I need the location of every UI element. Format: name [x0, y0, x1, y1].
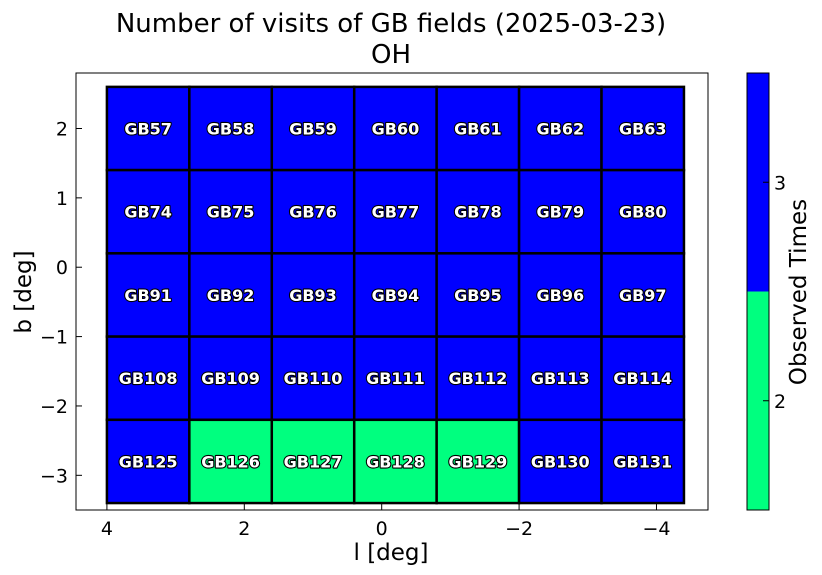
x-tick-label: 4: [101, 518, 113, 540]
field-label: GB62: [537, 119, 585, 138]
field-label: GB110: [284, 369, 343, 388]
field-cell: [188, 418, 274, 505]
field-cell: [600, 335, 686, 422]
y-tick-label: −3: [40, 465, 68, 487]
field-cell: [352, 168, 438, 255]
field-label: GB77: [372, 203, 420, 222]
field-cell: [600, 418, 686, 505]
x-axis-label: l [deg]: [354, 540, 429, 566]
y-tick-label: 2: [56, 118, 68, 140]
field-label: GB97: [619, 286, 667, 305]
y-axis-ticks: 2 1 0 −1 −2 −3: [40, 118, 82, 487]
field-cell: [435, 85, 521, 172]
field-cell: [600, 85, 686, 172]
x-tick-label: −4: [642, 518, 670, 540]
field-label: GB76: [289, 203, 337, 222]
field-label: GB130: [531, 452, 590, 471]
field-label: GB57: [124, 119, 172, 138]
x-tick-label: 0: [376, 518, 388, 540]
colorbar-segment: [747, 291, 769, 510]
field-label: GB63: [619, 119, 667, 138]
field-label: GB93: [289, 286, 337, 305]
field-label: GB80: [619, 203, 667, 222]
field-label: GB127: [284, 452, 343, 471]
field-label: GB58: [207, 119, 255, 138]
field-cell: [188, 168, 274, 255]
field-label: GB95: [454, 286, 502, 305]
field-label: GB113: [531, 369, 590, 388]
field-label: GB126: [201, 452, 260, 471]
field-label: GB59: [289, 119, 337, 138]
colorbar: 23: [746, 72, 786, 511]
field-cells: GB57 GB58 GB59 GB60 GB61 GB62 GB63 GB74 GB75 GB76…: [105, 85, 686, 505]
field-label: GB125: [119, 452, 178, 471]
field-label: GB61: [454, 119, 502, 138]
field-label: GB111: [366, 369, 425, 388]
field-cell: [600, 252, 686, 338]
y-tick-label: −1: [40, 327, 68, 349]
chart-title: Number of visits of GB fields (2025-03-2…: [116, 9, 666, 39]
field-label: GB91: [124, 286, 172, 305]
field-label: GB131: [613, 452, 672, 471]
field-cell: [517, 168, 603, 255]
field-cell: [435, 335, 521, 422]
field-label: GB114: [613, 369, 672, 388]
field-label: GB92: [207, 286, 255, 305]
field-label: GB129: [449, 452, 508, 471]
field-cell: [188, 252, 274, 338]
field-label: GB112: [449, 369, 508, 388]
colorbar-label: Observed Times: [786, 199, 812, 385]
x-tick-label: −2: [505, 518, 533, 540]
x-axis-ticks: 4 2 0 −2 −4: [101, 504, 670, 540]
field-cell: [517, 418, 603, 505]
field-label: GB94: [372, 286, 420, 305]
field-label: GB109: [201, 369, 260, 388]
field-cell: [105, 252, 191, 338]
colorbar-segment: [747, 73, 769, 292]
field-cell: [352, 252, 438, 338]
field-label: GB78: [454, 203, 502, 222]
field-label: GB108: [119, 369, 178, 388]
field-label: GB60: [372, 119, 420, 138]
field-cell: [105, 335, 191, 422]
field-label: GB96: [537, 286, 585, 305]
chart-subtitle: OH: [371, 40, 411, 70]
colorbar-tick-label: 3: [774, 172, 786, 194]
field-label: GB74: [124, 203, 172, 222]
y-tick-label: 0: [56, 257, 68, 279]
field-cell: [517, 252, 603, 338]
y-tick-label: 1: [56, 188, 68, 210]
field-cell: [435, 252, 521, 338]
field-label: GB75: [207, 203, 255, 222]
field-cell: [105, 85, 191, 172]
field-label: GB128: [366, 452, 425, 471]
colorbar-frame: [746, 72, 770, 511]
y-tick-label: −2: [40, 396, 68, 418]
colorbar-tick-label: 2: [774, 391, 786, 413]
field-cell: [435, 418, 521, 505]
field-label: GB79: [537, 203, 585, 222]
y-axis-label: b [deg]: [11, 250, 37, 333]
x-tick-label: 2: [238, 518, 250, 540]
